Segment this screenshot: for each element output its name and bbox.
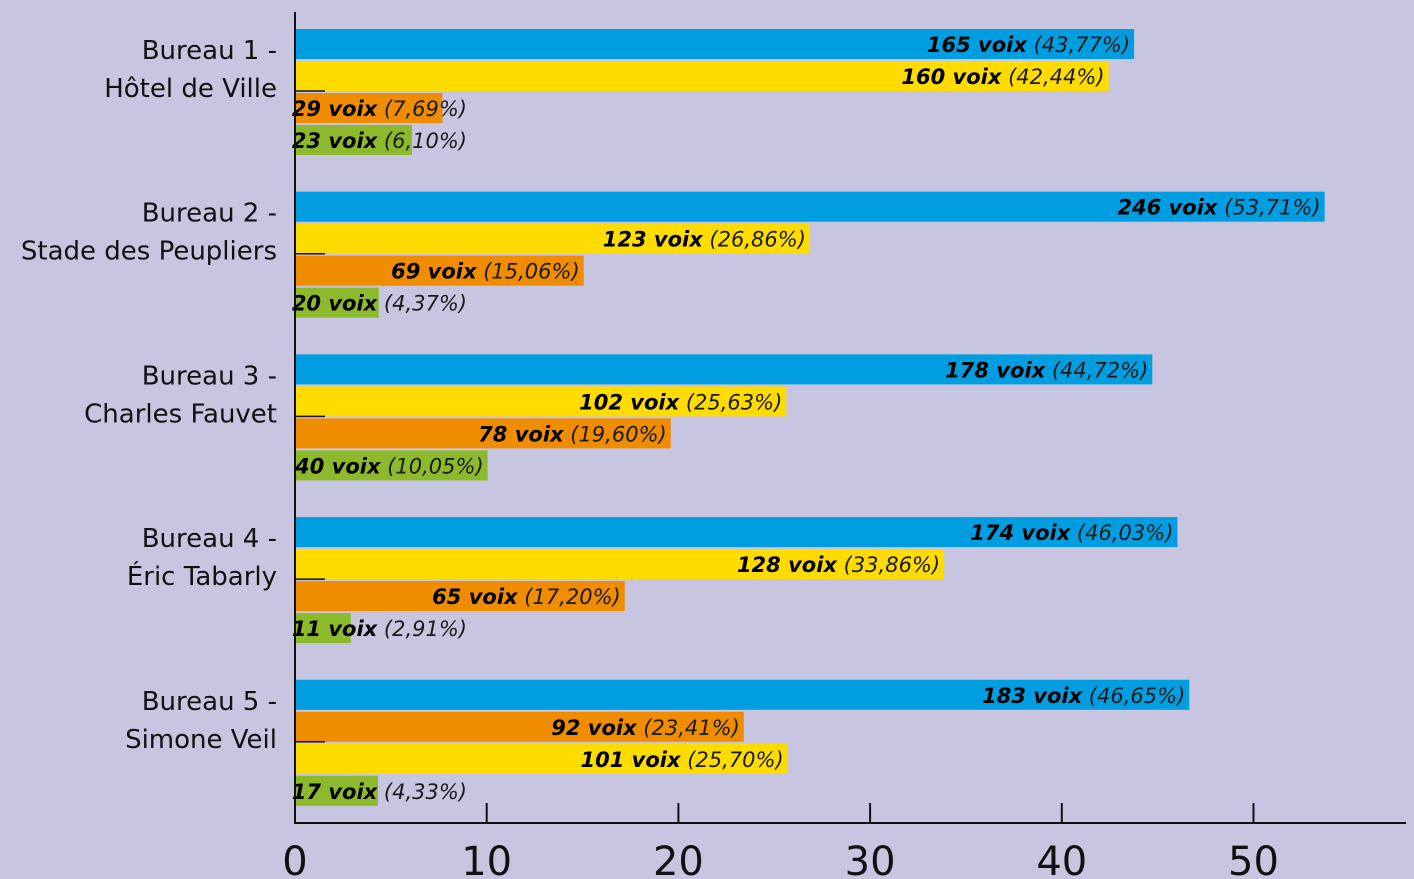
category-label: Bureau 2 - bbox=[142, 199, 277, 229]
category-label: Éric Tabarly bbox=[127, 560, 277, 592]
data-label-votes: 92 voix bbox=[551, 716, 638, 740]
bar bbox=[295, 775, 379, 806]
bar bbox=[295, 223, 810, 254]
data-label-percent: (10,05%) bbox=[381, 454, 484, 478]
bar bbox=[295, 450, 488, 481]
category-label: Charles Fauvet bbox=[84, 399, 277, 429]
category-label: Bureau 3 - bbox=[142, 361, 277, 391]
category-label: Bureau 1 - bbox=[142, 36, 277, 66]
x-tick-label: 30 bbox=[845, 839, 896, 879]
bar bbox=[295, 354, 1153, 385]
data-label: 29 voix (7,69%) bbox=[292, 97, 467, 121]
data-label: 183 voix (46,65%) bbox=[982, 684, 1185, 708]
data-label-votes: 183 voix bbox=[982, 684, 1083, 708]
category-label: Bureau 5 - bbox=[142, 687, 277, 717]
bar bbox=[295, 61, 1109, 91]
x-tick-label: 40 bbox=[1036, 839, 1087, 879]
data-label-percent: (26,86%) bbox=[703, 228, 806, 252]
category-label: Simone Veil bbox=[125, 725, 277, 755]
category-label: Hôtel de Ville bbox=[104, 74, 277, 104]
data-label-votes: 20 voix bbox=[292, 292, 379, 316]
data-label: 174 voix (46,03%) bbox=[970, 521, 1173, 545]
data-label: 20 voix (4,37%) bbox=[292, 292, 467, 316]
data-label-votes: 78 voix bbox=[478, 422, 565, 446]
data-label: 78 voix (19,60%) bbox=[478, 422, 667, 446]
x-tick-label: 0 bbox=[282, 839, 307, 879]
data-label-percent: (6,10%) bbox=[377, 129, 467, 153]
bar bbox=[295, 549, 945, 580]
axis-layer: Bureau 1 - Hôtel de Ville Bureau 2 - Stade … bbox=[21, 12, 1406, 879]
bar bbox=[295, 581, 625, 612]
data-label: 246 voix (53,71%) bbox=[1117, 196, 1320, 220]
data-label: 128 voix (33,86%) bbox=[737, 553, 940, 577]
bar bbox=[295, 711, 744, 742]
bar bbox=[295, 29, 1135, 59]
data-label-votes: 23 voix bbox=[292, 129, 379, 153]
data-label-percent: (46,03%) bbox=[1070, 521, 1173, 545]
data-label-percent: (4,37%) bbox=[377, 292, 467, 316]
data-label-votes: 29 voix bbox=[292, 97, 379, 121]
bar bbox=[295, 93, 443, 123]
data-label-percent: (44,72%) bbox=[1045, 358, 1148, 382]
data-label-percent: (17,20%) bbox=[518, 585, 621, 609]
data-label-percent: (42,44%) bbox=[1001, 65, 1104, 89]
data-label-percent: (53,71%) bbox=[1217, 196, 1320, 220]
data-label-votes: 178 voix bbox=[945, 358, 1046, 382]
data-label-percent: (46,65%) bbox=[1082, 684, 1185, 708]
data-label: 102 voix (25,63%) bbox=[579, 390, 782, 414]
data-label-percent: (2,91%) bbox=[377, 617, 467, 641]
data-label-votes: 174 voix bbox=[970, 521, 1071, 545]
bar bbox=[295, 287, 379, 318]
x-tick-label: 50 bbox=[1228, 839, 1279, 879]
data-label-percent: (25,63%) bbox=[679, 390, 782, 414]
data-label-percent: (4,33%) bbox=[377, 780, 467, 804]
data-label-votes: 69 voix bbox=[391, 260, 478, 284]
data-label: 11 voix (2,91%) bbox=[292, 617, 467, 641]
bars-layer: 165 voix (43,77%) 160 voix (42,44%) 29 voi… bbox=[292, 29, 1325, 806]
data-label-votes: 11 voix bbox=[292, 617, 379, 641]
data-label: 17 voix (4,33%) bbox=[292, 780, 467, 804]
data-label: 23 voix (6,10%) bbox=[292, 129, 467, 153]
x-tick-label: 10 bbox=[461, 839, 512, 879]
data-label-votes: 101 voix bbox=[581, 748, 682, 772]
data-label-percent: (15,06%) bbox=[477, 260, 580, 284]
bar bbox=[295, 517, 1178, 548]
bar bbox=[295, 679, 1190, 710]
data-label-percent: (7,69%) bbox=[377, 97, 467, 121]
bar bbox=[295, 386, 787, 417]
data-label: 123 voix (26,86%) bbox=[603, 228, 806, 252]
data-label-votes: 160 voix bbox=[901, 65, 1002, 89]
data-label: 69 voix (15,06%) bbox=[391, 260, 580, 284]
bar bbox=[295, 613, 351, 644]
data-label-votes: 246 voix bbox=[1117, 196, 1218, 220]
data-label-votes: 165 voix bbox=[927, 33, 1028, 57]
data-label-votes: 102 voix bbox=[579, 390, 680, 414]
bar bbox=[295, 125, 412, 155]
data-label: 65 voix (17,20%) bbox=[432, 585, 621, 609]
data-label-votes: 40 voix bbox=[294, 454, 382, 478]
data-label-percent: (25,70%) bbox=[681, 748, 784, 772]
category-label: Stade des Peupliers bbox=[21, 237, 277, 267]
data-label-votes: 123 voix bbox=[603, 228, 704, 252]
bar bbox=[295, 418, 671, 449]
category-label: Bureau 4 - bbox=[142, 524, 277, 554]
data-label: 40 voix (10,05%) bbox=[294, 454, 484, 478]
data-label-percent: (23,41%) bbox=[637, 716, 740, 740]
data-label-votes: 65 voix bbox=[432, 585, 519, 609]
bar bbox=[295, 191, 1325, 222]
data-label-percent: (33,86%) bbox=[837, 553, 940, 577]
data-label: 92 voix (23,41%) bbox=[551, 716, 740, 740]
bar bbox=[295, 743, 788, 774]
data-label: 160 voix (42,44%) bbox=[901, 65, 1104, 89]
data-label: 165 voix (43,77%) bbox=[927, 33, 1130, 57]
data-label: 178 voix (44,72%) bbox=[945, 358, 1148, 382]
data-label-percent: (43,77%) bbox=[1027, 33, 1130, 57]
data-label-votes: 128 voix bbox=[737, 553, 838, 577]
data-label-votes: 17 voix bbox=[292, 780, 379, 804]
data-label-percent: (19,60%) bbox=[564, 422, 667, 446]
data-label: 101 voix (25,70%) bbox=[581, 748, 784, 772]
x-tick-label: 20 bbox=[653, 839, 704, 879]
bar bbox=[295, 255, 584, 286]
